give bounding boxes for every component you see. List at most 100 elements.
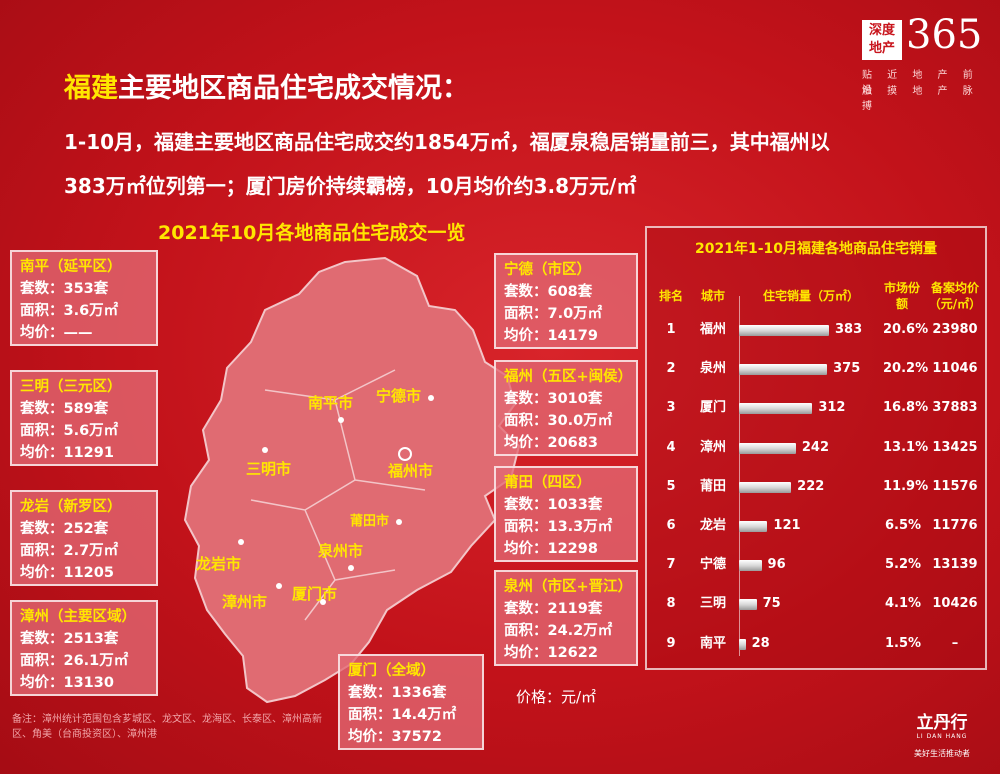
share-cell: 20.6% <box>883 322 929 337</box>
sales-bar <box>739 560 762 572</box>
table-row: 9 南平 28 1.5% – <box>647 632 989 656</box>
price-cell: 11046 <box>932 361 978 377</box>
map-title: 2021年10月各地商品住宅成交一览 <box>158 222 466 244</box>
sales-bar <box>739 325 829 336</box>
card-line: 面积：3.6万㎡ <box>20 303 119 319</box>
card-ningde: 宁德（市区） 套数：608套 面积：7.0万㎡ 均价：14179 <box>494 253 638 349</box>
table-row: 4 漳州 242 13.1% 13425 <box>647 436 989 460</box>
city-cell: 莆田 <box>699 478 726 494</box>
card-line: 均价：—— <box>20 325 93 341</box>
city-dot-nanping <box>338 417 344 423</box>
sales-value-label: 75 <box>762 596 781 612</box>
col-header-share: 市场份额 <box>883 281 920 311</box>
map-shape <box>183 256 521 704</box>
price-cell: 13425 <box>932 439 978 455</box>
sales-bar <box>739 638 746 650</box>
sales-bar <box>739 364 828 376</box>
card-putian: 莆田（四区） 套数：1033套 面积：13.3万㎡ 均价：12298 <box>494 466 638 562</box>
price-cell: – <box>951 635 959 651</box>
card-title: 龙岩（新罗区） <box>20 499 122 515</box>
card-zhangzhou: 漳州（主要区域） 套数：2513套 面积：26.1万㎡ 均价：13130 <box>10 600 158 696</box>
card-title: 福州（五区+闽侯） <box>504 369 633 385</box>
city-label-xiamen: 厦门市 <box>292 585 338 603</box>
share-cell: 5.2% <box>884 557 922 573</box>
card-line: 均价：20683 <box>504 435 598 451</box>
city-label-longyan: 龙岩市 <box>196 555 242 573</box>
rank-cell: 9 <box>666 635 676 651</box>
card-title: 漳州（主要区域） <box>20 609 136 625</box>
card-xiamen: 厦门（全域） 套数：1336套 面积：14.4万㎡ 均价：37572 <box>338 654 484 750</box>
share-cell: 13.1% <box>883 439 929 455</box>
col-header-price: 备案均价（元/㎡） <box>928 281 982 311</box>
card-title: 厦门（全域） <box>348 663 435 679</box>
logo-number: 365 <box>906 12 983 58</box>
price-cell: 23980 <box>932 322 978 337</box>
card-title: 宁德（市区） <box>504 262 591 278</box>
sales-value-label: 121 <box>773 518 801 533</box>
price-cell: 13139 <box>932 557 978 573</box>
card-line: 面积：26.1万㎡ <box>20 653 129 669</box>
card-line: 均价：11205 <box>20 565 114 581</box>
price-cell: 11576 <box>932 478 978 494</box>
card-line: 均价：11291 <box>20 445 114 461</box>
city-dot-zhangzhou <box>276 583 282 589</box>
card-line: 套数：252套 <box>20 521 109 537</box>
rank-cell: 7 <box>666 557 676 573</box>
city-cell: 泉州 <box>699 361 726 377</box>
city-dot-ningde <box>428 395 434 401</box>
card-line: 套数：2513套 <box>20 631 119 647</box>
footnote: 备注：漳州统计范围包含芗城区、龙文区、龙海区、长泰区、漳州高新区、角美（台商投资… <box>12 714 322 740</box>
city-label-zhangzhou: 漳州市 <box>222 593 268 611</box>
sales-value-label: 96 <box>767 557 786 573</box>
card-line: 面积：30.0万㎡ <box>504 413 613 429</box>
share-cell: 6.5% <box>884 518 922 533</box>
city-label-sanming: 三明市 <box>246 460 292 478</box>
city-dot-putian <box>396 519 402 525</box>
card-line: 套数：3010套 <box>504 391 603 407</box>
city-cell: 漳州 <box>699 439 726 455</box>
city-dot-longyan <box>238 539 244 545</box>
summary: 1-10月，福建主要地区商品住宅成交约1854万㎡，福厦泉稳居销量前三，其中福州… <box>64 120 964 208</box>
rank-cell: 2 <box>666 361 676 377</box>
sales-bar <box>739 442 796 454</box>
card-title: 莆田（四区） <box>504 475 591 491</box>
city-cell: 南平 <box>699 635 726 651</box>
card-line: 套数：2119套 <box>504 601 603 617</box>
card-line: 套数：589套 <box>20 401 109 417</box>
city-dot-xiamen <box>320 599 326 605</box>
page-title: 福建主要地区商品住宅成交情况： <box>64 66 469 105</box>
sales-ranking-table: 2021年1-10月福建各地商品住宅销量 排名 城市 住宅销量（万㎡） 市场份额… <box>645 226 987 670</box>
city-cell: 厦门 <box>699 400 726 416</box>
sales-value-label: 28 <box>751 635 770 651</box>
map-borders <box>250 369 426 621</box>
card-quanzhou: 泉州（市区+晋江） 套数：2119套 面积：24.2万㎡ 均价：12622 <box>494 570 638 666</box>
table-row: 1 福州 383 20.6% 23980 <box>647 318 989 342</box>
share-cell: 20.2% <box>883 361 929 377</box>
card-line: 面积：7.0万㎡ <box>504 306 603 322</box>
price-cell: 10426 <box>932 596 978 612</box>
axis-line <box>739 296 740 656</box>
card-line: 均价：13130 <box>20 675 114 691</box>
rank-cell: 6 <box>666 518 676 533</box>
logo-slogan-2: 触 摸 地 产 脉 搏 <box>862 86 979 112</box>
city-dot-sanming <box>262 447 268 453</box>
card-line: 面积：13.3万㎡ <box>504 519 613 535</box>
sales-value-label: 375 <box>833 361 861 377</box>
table-row: 7 宁德 96 5.2% 13139 <box>647 553 989 577</box>
card-line: 套数：353套 <box>20 281 109 297</box>
city-cell: 三明 <box>699 596 726 612</box>
title-rest: 主要地区商品住宅成交情况： <box>118 73 469 104</box>
card-line: 套数：1033套 <box>504 497 603 513</box>
sales-bar <box>739 599 757 611</box>
brand-slogan: 美好生活推动者 <box>914 749 970 758</box>
card-line: 均价：37572 <box>348 729 442 745</box>
card-line: 面积：2.7万㎡ <box>20 543 119 559</box>
city-label-quanzhou: 泉州市 <box>318 542 364 560</box>
share-cell: 16.8% <box>883 400 929 416</box>
ranking-title: 2021年1-10月福建各地商品住宅销量 <box>695 241 937 257</box>
city-cell: 福州 <box>699 322 726 337</box>
brand-en: LI DAN HANG <box>916 733 968 740</box>
rank-cell: 1 <box>666 322 676 337</box>
city-dot-fuzhou <box>398 447 412 461</box>
table-row: 8 三明 75 4.1% 10426 <box>647 592 989 616</box>
